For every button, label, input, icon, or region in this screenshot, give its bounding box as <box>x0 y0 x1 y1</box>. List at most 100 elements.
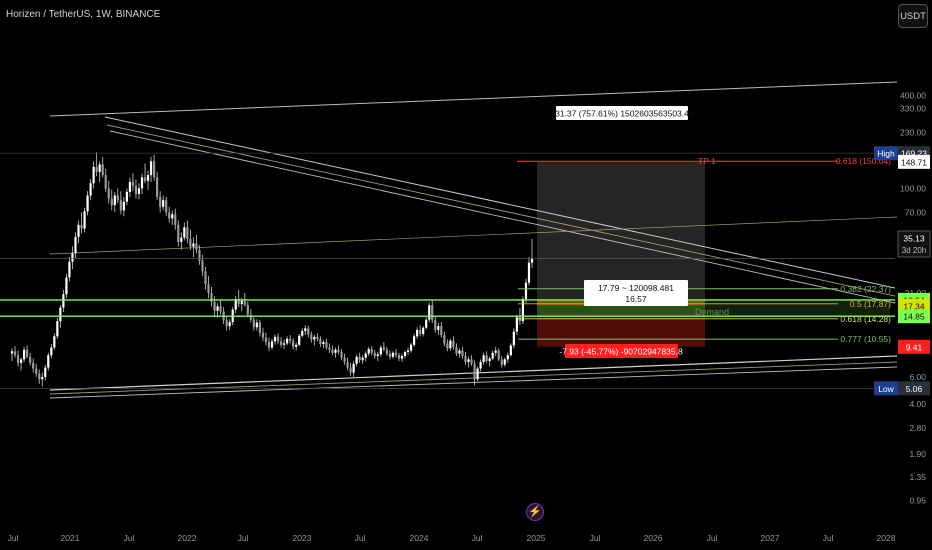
candle-body <box>107 188 110 199</box>
stop-box-bg <box>565 344 678 358</box>
candle <box>162 195 165 211</box>
candle-body <box>452 340 455 347</box>
x-tick-label: 2025 <box>527 533 546 543</box>
x-tick-label: Jul <box>124 533 135 543</box>
candle <box>171 210 174 225</box>
price-tag-value: 17.34 <box>903 301 925 311</box>
candle <box>189 229 192 250</box>
candle-body <box>198 249 201 261</box>
candle <box>373 349 376 359</box>
candle <box>68 256 71 282</box>
candle <box>310 331 313 343</box>
fib-label: 0.382 (22.37) <box>840 284 891 294</box>
candle-body <box>171 214 174 219</box>
price-tag-label: High <box>877 149 895 159</box>
candle-body <box>319 338 322 345</box>
candle-body <box>156 177 159 197</box>
candle-body <box>467 359 470 362</box>
candle-body <box>494 350 497 353</box>
candle <box>95 152 98 177</box>
candle-body <box>44 367 47 377</box>
candle-body <box>379 347 382 355</box>
candle <box>258 320 262 337</box>
candle <box>98 161 101 183</box>
candle-body <box>428 305 431 320</box>
candle-body <box>56 321 59 337</box>
candle-body <box>527 262 531 283</box>
price-tag-sub: 3d 20h <box>902 246 926 255</box>
lightning-bolt-icon[interactable]: ⚡ <box>526 503 544 521</box>
price-tag-value: 9.41 <box>906 342 923 352</box>
candle <box>397 352 401 362</box>
candle-body <box>137 188 141 195</box>
candle-body <box>234 298 237 310</box>
candle-body <box>189 239 192 247</box>
y-tick-label: 0.95 <box>909 495 926 505</box>
candle <box>452 336 455 350</box>
candle-body <box>19 359 23 363</box>
candle <box>122 196 125 217</box>
candle <box>473 360 476 386</box>
candle <box>458 348 461 358</box>
candle-body <box>243 300 246 305</box>
candle-body <box>470 359 473 364</box>
candle <box>156 171 159 201</box>
candle-body <box>488 358 491 362</box>
candle <box>530 239 534 268</box>
candle-body <box>512 331 515 346</box>
candle-body <box>92 166 95 184</box>
candle-body <box>26 349 29 357</box>
candle-body <box>400 355 404 359</box>
candle-body <box>298 335 301 345</box>
candle <box>134 179 138 199</box>
candle-body <box>152 161 156 178</box>
price-tag: 35.13 3d 20h <box>897 230 931 258</box>
candle-body <box>391 352 395 357</box>
candle <box>512 328 515 349</box>
candle-body <box>186 227 189 240</box>
candle-body <box>337 349 340 353</box>
candle <box>434 315 437 333</box>
candle <box>41 372 44 387</box>
candle <box>461 346 464 359</box>
currency-button[interactable]: USDT <box>898 4 928 28</box>
candle-body <box>509 345 512 356</box>
candle-body <box>116 195 119 201</box>
candle-body <box>53 336 56 348</box>
trendline <box>104 116 896 289</box>
x-tick-label: Jul <box>472 533 483 543</box>
candle <box>128 177 132 197</box>
candle <box>110 189 113 211</box>
candle <box>168 206 171 223</box>
candle-body <box>77 224 80 237</box>
candle-body <box>89 183 92 196</box>
candle-body <box>364 353 367 358</box>
candle <box>295 342 298 351</box>
candle <box>264 332 268 346</box>
candle-body <box>122 201 125 211</box>
candle <box>470 355 473 366</box>
candle <box>331 345 334 356</box>
candle-body <box>376 354 379 356</box>
candle-body <box>174 214 177 225</box>
candle <box>50 344 53 359</box>
candle <box>301 328 304 338</box>
candle-body <box>521 298 525 322</box>
candle-body <box>10 351 14 354</box>
candle <box>388 350 392 360</box>
x-tick-label: 2022 <box>178 533 197 543</box>
candle <box>497 348 500 362</box>
candle-body <box>437 326 440 330</box>
chart-title: Horizen / TetherUS, 1W, BINANCE <box>6 9 161 20</box>
time-axis[interactable]: Jul 2021 Jul 2022 Jul 2023 Jul 2024 Jul 2025 Jul 20… <box>8 533 896 543</box>
candle <box>503 357 506 367</box>
price-tag-bg <box>898 154 930 169</box>
candle <box>159 191 162 213</box>
y-tick-label: 2.80 <box>909 423 926 433</box>
candle-body <box>307 328 310 335</box>
candle <box>307 325 310 338</box>
candle-body <box>382 347 385 350</box>
entry-box-line2: 16.57 <box>625 294 647 304</box>
